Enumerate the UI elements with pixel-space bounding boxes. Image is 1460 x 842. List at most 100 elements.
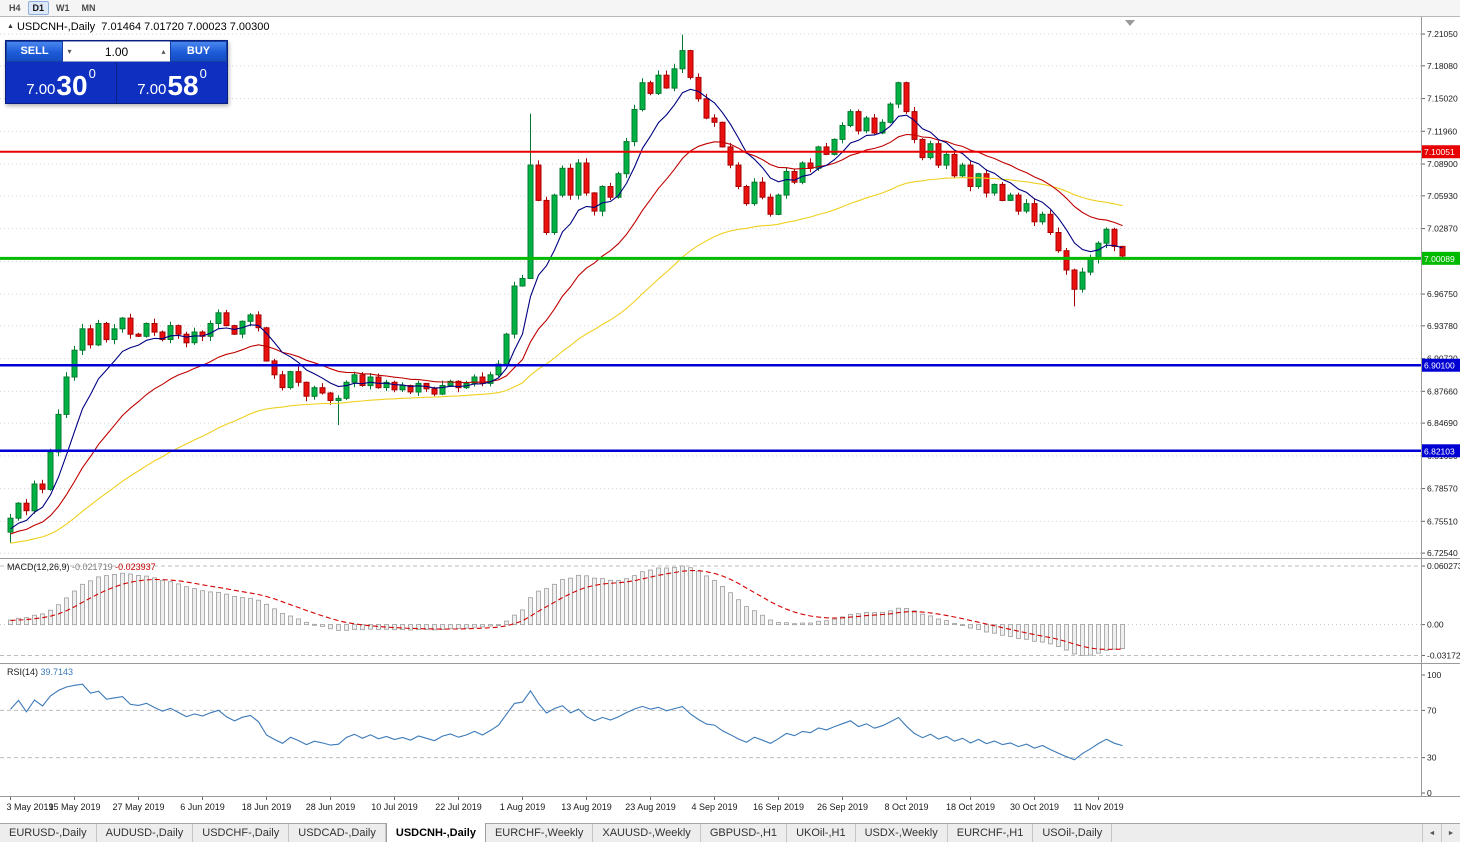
price-tick-label: 6.93780 [1427, 321, 1458, 331]
level-price-badge: 7.10051 [1424, 147, 1455, 157]
price-tick-label: 7.21050 [1427, 29, 1458, 39]
macd-panel: 0.060273 0.00 -0.03172 [0, 561, 1460, 660]
date-label: 11 Nov 2019 [1073, 802, 1123, 812]
date-label: 30 Oct 2019 [1010, 802, 1059, 812]
ma-slow-line[interactable] [10, 177, 1123, 544]
date-label: 3 May 2019 [6, 802, 53, 812]
price-tick-label: 7.02870 [1427, 224, 1458, 234]
price-tick-label: 7.18080 [1427, 61, 1458, 71]
chart-symbol: USDCNH-,Daily [16, 21, 96, 33]
buy-price-prefix: 7.00 [137, 80, 167, 98]
chart-tab-eurchf-h1[interactable]: EURCHF-,H1 [948, 824, 1034, 842]
price-tick-label: 7.05930 [1427, 191, 1458, 201]
date-label: 15 May 2019 [48, 802, 100, 812]
macd-signal-line [10, 569, 1123, 650]
buy-button[interactable]: BUY [170, 41, 227, 62]
chart-tab-eurchf-weekly[interactable]: EURCHF-,Weekly [486, 824, 594, 842]
sell-button[interactable]: SELL [6, 41, 63, 62]
macd-indicator-label: MACD(12,26,9) -0.021719 -0.023937 [7, 562, 156, 572]
rsi-indicator-label: RSI(14) 39.7143 [7, 667, 73, 677]
price-tick-label: 6.84690 [1427, 418, 1458, 428]
chart-tab-usdchf-daily[interactable]: USDCHF-,Daily [193, 824, 290, 842]
one-click-trading-panel: SELL ▾ 1.00 ▴ BUY 7.00 30 0 7.00 58 0 [5, 40, 228, 104]
price-tick-label: 6.96750 [1427, 289, 1458, 299]
price-tick-label: 7.11960 [1427, 126, 1457, 136]
chart-tabs: EURUSD-,Daily AUDUSD-,Daily USDCHF-,Daily U… [0, 823, 1113, 842]
volume-increase-button[interactable]: ▴ [161, 47, 166, 56]
date-label: 13 Aug 2019 [561, 802, 612, 812]
tabs-scroll-left-button[interactable]: ◄ [1422, 824, 1441, 842]
level-badges: 7.10051 7.00089 6.90100 6.82103 [1422, 145, 1460, 458]
date-label: 26 Sep 2019 [817, 802, 868, 812]
price-tick-label: 6.72540 [1427, 548, 1458, 558]
chart-tab-usdcad-daily[interactable]: USDCAD-,Daily [289, 824, 386, 842]
macd-tick-label: -0.03172 [1427, 650, 1460, 660]
date-label: 23 Aug 2019 [625, 802, 676, 812]
chart-tab-usdcnh-daily[interactable]: USDCNH-,Daily [385, 823, 486, 842]
macd-tick-label: 0.00 [1427, 620, 1444, 630]
date-label: 18 Jun 2019 [242, 802, 292, 812]
chart-title: ▲ USDCNH-,Daily 7.01464 7.01720 7.00023 7… [7, 21, 270, 33]
ma-fast-line[interactable] [10, 88, 1123, 530]
macd-name: MACD(12,26,9) [7, 562, 70, 572]
candlestick-series [7, 34, 1126, 543]
chart-area[interactable]: 7.21050 7.18080 7.15020 7.11960 7.08900 7.059… [0, 0, 1460, 823]
chart-tab-eurusd-daily[interactable]: EURUSD-,Daily [0, 824, 97, 842]
price-tick-label: 6.78570 [1427, 484, 1458, 494]
chart-tab-ukoil-h1[interactable]: UKOil-,H1 [787, 824, 856, 842]
date-label: 27 May 2019 [112, 802, 164, 812]
rsi-tick-label: 0 [1427, 788, 1432, 798]
price-tick-label: 7.15020 [1427, 94, 1458, 104]
date-label: 28 Jun 2019 [306, 802, 356, 812]
timeframe-button-d1[interactable]: D1 [27, 1, 50, 15]
tab-scroll-buttons: ◄ ► [1422, 824, 1460, 842]
level-price-badge: 6.82103 [1424, 446, 1455, 456]
chart-tab-xauusd-weekly[interactable]: XAUUSD-,Weekly [593, 824, 701, 842]
tabs-scroll-right-button[interactable]: ► [1441, 824, 1460, 842]
volume-decrease-button[interactable]: ▾ [67, 47, 72, 56]
chart-tab-usdx-weekly[interactable]: USDX-,Weekly [856, 824, 948, 842]
date-label: 10 Jul 2019 [371, 802, 418, 812]
price-grid [0, 33, 1421, 554]
one-click-prices-row: 7.00 30 0 7.00 58 0 [6, 62, 227, 103]
price-tick-label: 7.08900 [1427, 159, 1458, 169]
chart-shift-marker-icon[interactable] [1125, 20, 1135, 26]
sell-price-display[interactable]: 7.00 30 0 [6, 62, 116, 103]
volume-stepper: ▾ 1.00 ▴ [63, 41, 170, 62]
chart-tab-bar: EURUSD-,Daily AUDUSD-,Daily USDCHF-,Daily U… [0, 823, 1460, 842]
date-label: 8 Oct 2019 [884, 802, 928, 812]
rsi-tick-label: 70 [1427, 705, 1437, 715]
chart-ohlc-values: 7.01464 7.01720 7.00023 7.00300 [101, 21, 270, 33]
sell-price-prefix: 7.00 [26, 80, 56, 98]
chart-tab-gbpusd-h1[interactable]: GBPUSD-,H1 [701, 824, 788, 842]
date-label: 4 Sep 2019 [691, 802, 737, 812]
rsi-line [10, 683, 1123, 761]
one-click-top-row: SELL ▾ 1.00 ▴ BUY [6, 41, 227, 62]
sell-price-pips: 30 [56, 70, 88, 102]
timeframe-button-mn[interactable]: MN [81, 3, 96, 13]
panel-frames [0, 17, 1460, 797]
date-label: 22 Jul 2019 [435, 802, 482, 812]
volume-input[interactable]: 1.00 [104, 44, 129, 59]
rsi-value: 39.7143 [40, 667, 74, 677]
ma-medium-line[interactable] [10, 133, 1123, 535]
rsi-panel: 100 70 30 0 [0, 670, 1441, 798]
moving-averages [10, 88, 1123, 544]
date-label: 16 Sep 2019 [753, 802, 804, 812]
price-tick-label: 6.90720 [1427, 354, 1458, 364]
buy-price-superscript: 0 [199, 66, 207, 81]
chart-tab-audusd-daily[interactable]: AUDUSD-,Daily [97, 824, 194, 842]
sell-price-superscript: 0 [88, 66, 96, 81]
horizontal-levels[interactable] [0, 150, 1421, 453]
buy-price-display[interactable]: 7.00 58 0 [116, 62, 227, 103]
timeframe-button-w1[interactable]: W1 [56, 3, 70, 13]
date-label: 1 Aug 2019 [500, 802, 546, 812]
macd-main-value: -0.021719 [72, 562, 113, 572]
price-axis[interactable]: 7.21050 7.18080 7.15020 7.11960 7.08900 7.059… [1421, 29, 1458, 558]
collapse-arrow-icon[interactable]: ▲ [7, 23, 14, 30]
timeframe-button-h4[interactable]: H4 [9, 3, 21, 13]
chart-tab-usoil-daily[interactable]: USOil-,Daily [1033, 824, 1113, 842]
price-tick-label: 6.75510 [1427, 516, 1458, 526]
rsi-tick-label: 100 [1427, 670, 1441, 680]
